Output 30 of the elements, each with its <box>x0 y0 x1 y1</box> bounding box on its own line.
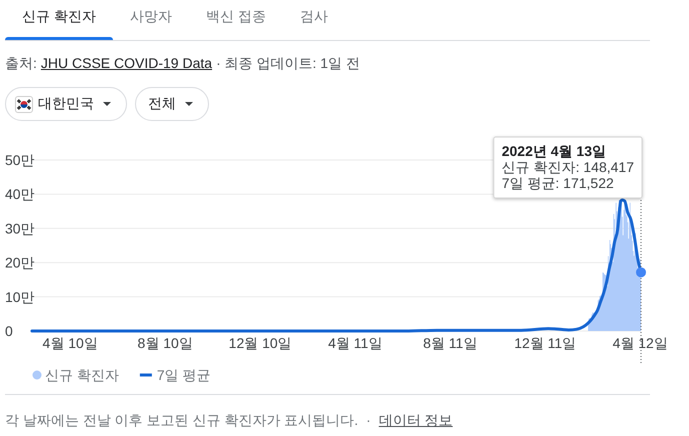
x-tick-label: 12월 11일 <box>514 335 576 351</box>
y-tick-label: 40만 <box>5 186 35 202</box>
text: · <box>366 411 371 429</box>
text: 각 날짜에는 전날 이후 보고된 신규 확진자가 표시됩니다. <box>5 411 358 429</box>
x-tick-label: 8월 10일 <box>138 335 193 351</box>
legend-label: 7일 평균 <box>156 367 211 383</box>
text: 2022년 4월 13일 <box>502 143 606 159</box>
x-tick-label: 4월 12일 <box>612 335 668 351</box>
y-tick-label: 10만 <box>5 288 35 305</box>
x-tick-label: 8월 11일 <box>423 335 478 351</box>
text: JHU CSSE COVID-19 Data <box>40 54 212 72</box>
text: · 최종 업데이트: 1일 전 <box>216 54 360 72</box>
y-tick-label: 50만 <box>5 152 35 168</box>
x-tick-label: 4월 11일 <box>328 335 382 351</box>
text: 백신 접종 <box>206 8 266 26</box>
text: 데이터 정보 <box>378 411 453 429</box>
y-tick-label: 30만 <box>5 220 35 236</box>
y-tick-label: 20만 <box>5 254 35 271</box>
chart-title: 신규 확진자 <box>22 8 96 26</box>
y-tick-label: 0 <box>5 323 13 339</box>
legend-label: 신규 확진자 <box>45 367 119 383</box>
dropdown-button: 전체 <box>135 87 209 121</box>
text: 사망자 <box>130 8 172 26</box>
annotation: 7일 평균: 171,522 <box>502 175 614 191</box>
x-tick-label: 4월 10일 <box>42 335 98 351</box>
dropdown-button: 대한민국 <box>5 87 127 121</box>
source-note: 출처: <box>5 54 37 72</box>
x-tick-label: 12월 10일 <box>228 335 292 351</box>
annotation: 신규 확진자: 148,417 <box>502 159 634 175</box>
text: 검사 <box>300 8 328 26</box>
